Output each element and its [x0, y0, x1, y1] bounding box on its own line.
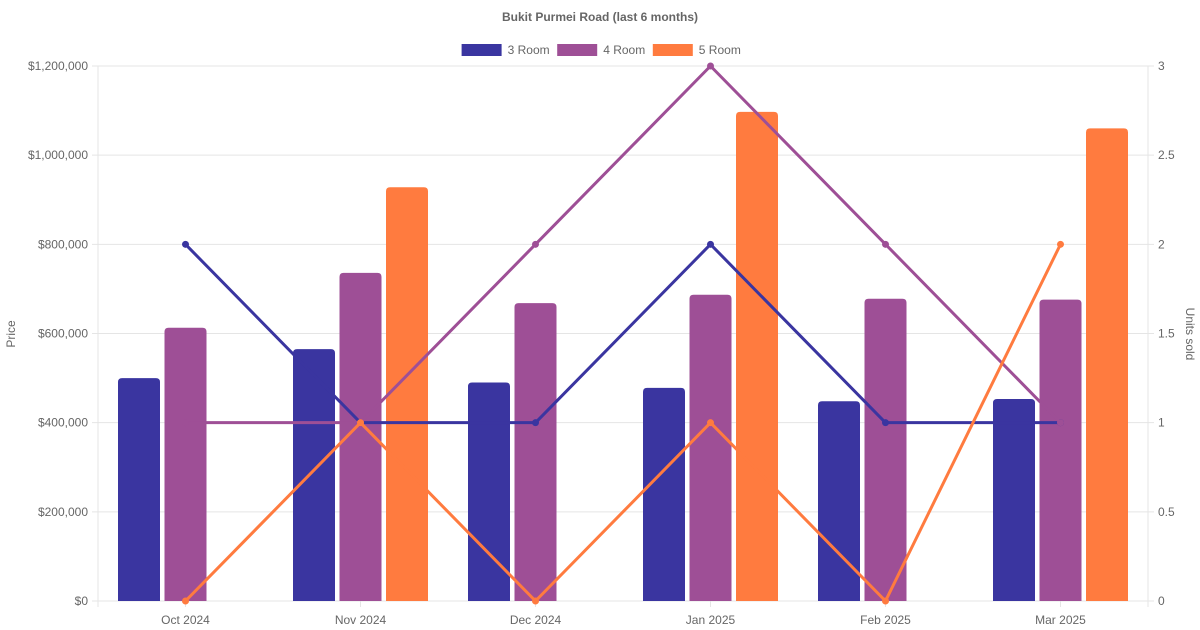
point-3-room	[532, 419, 539, 427]
y2-tick-label: 0.5	[1158, 505, 1175, 519]
bar-3-room	[993, 399, 1035, 601]
y-tick-label: $800,000	[38, 237, 88, 251]
legend-item-4-room[interactable]: 4 Room	[557, 43, 645, 57]
y-tick-label: $1,200,000	[28, 59, 88, 73]
y2-tick-label: 2	[1158, 237, 1165, 251]
x-tick-label: Feb 2025	[860, 613, 911, 627]
legend-swatch-4-room	[557, 44, 598, 56]
point-4-room	[882, 240, 889, 248]
line-4-room	[185, 64, 1062, 425]
point-5-room	[182, 597, 189, 605]
legend[interactable]: 3 Room 4 Room 5 Room	[461, 43, 741, 57]
y-axis-title: Price	[4, 320, 18, 348]
legend-label: 4 Room	[603, 43, 645, 57]
y2-tick-label: 1.5	[1158, 327, 1175, 341]
legend-swatch-3-room	[461, 44, 502, 56]
x-tick-label: Dec 2024	[510, 613, 562, 627]
axes: $0 0 $200,000 0.5 $400,000 1 $600,000 1.5 $800,0…	[28, 59, 1175, 627]
bar-3-room	[643, 387, 685, 601]
bar-4-room	[514, 303, 557, 601]
point-5-room	[1057, 240, 1064, 248]
legend-item-3-room[interactable]: 3 Room	[461, 43, 550, 57]
bar-5-room	[386, 187, 428, 601]
line-3-room	[184, 242, 1061, 425]
bar-5-room	[1086, 128, 1128, 601]
point-4-room	[532, 240, 539, 248]
bar-4-room	[689, 294, 732, 601]
point-4-room	[1057, 419, 1064, 427]
bar-3-room	[293, 349, 335, 601]
x-tick-label: Oct 2024	[161, 613, 210, 627]
bar-3-room	[818, 401, 860, 601]
bar-4-room	[339, 272, 382, 601]
y-tick-label: $600,000	[38, 327, 88, 341]
line-5-room	[184, 243, 1062, 603]
x-tick-label: Jan 2025	[686, 613, 736, 627]
legend-label: 5 Room	[699, 43, 741, 57]
legend-label: 3 Room	[508, 43, 550, 57]
y-tick-label: $1,000,000	[28, 148, 88, 162]
y-tick-label: $400,000	[38, 416, 88, 430]
point-3-room	[182, 240, 189, 248]
legend-swatch-5-room	[652, 44, 693, 56]
bar-4-room	[164, 327, 207, 601]
y-tick-label: $200,000	[38, 505, 88, 519]
y-tick-label: $0	[75, 594, 89, 608]
point-5-room	[532, 597, 539, 605]
bar-5-room	[736, 111, 778, 601]
bar-3-room	[468, 382, 510, 601]
y2-tick-label: 2.5	[1158, 148, 1175, 162]
bar-series	[118, 111, 1128, 601]
point-3-room	[882, 419, 889, 427]
chart-title: Bukit Purmei Road (last 6 months)	[502, 10, 698, 24]
y2-tick-label: 1	[1158, 416, 1165, 430]
y2-tick-label: 3	[1158, 59, 1165, 73]
bar-4-room	[864, 298, 907, 601]
point-4-room	[182, 419, 189, 427]
x-tick-label: Nov 2024	[335, 613, 387, 627]
y2-axis-title: Units sold	[1183, 308, 1197, 361]
bar-4-room	[1039, 299, 1082, 601]
bar-3-room	[118, 378, 160, 601]
point-4-room	[707, 62, 714, 70]
x-tick-label: Mar 2025	[1035, 613, 1086, 627]
legend-item-5-room[interactable]: 5 Room	[652, 43, 741, 57]
y2-tick-label: 0	[1158, 594, 1165, 608]
point-5-room	[707, 419, 714, 427]
point-5-room	[882, 597, 889, 605]
point-3-room	[707, 240, 714, 248]
point-5-room	[357, 419, 364, 427]
line-series	[182, 62, 1064, 605]
